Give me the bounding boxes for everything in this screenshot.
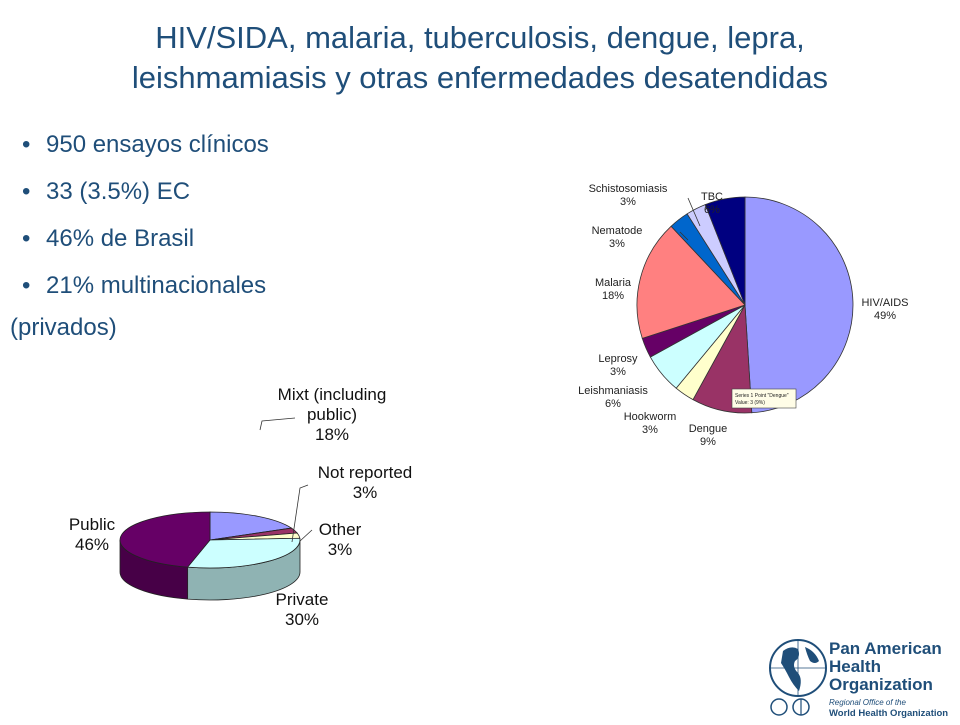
title-line-2: leishmamiasis y otras enfermedades desat… bbox=[131, 60, 829, 95]
chart-tooltip: Series 1 Point "Dengue"Value: 3 (9%) bbox=[731, 388, 797, 409]
bullet-text: 46% de Brasil bbox=[46, 225, 195, 252]
slice-label-mixt-including-public: Mixt (including bbox=[278, 385, 387, 404]
slice-pct-not-reported: 3% bbox=[353, 483, 378, 502]
bullet-text: 950 ensayos clínicos bbox=[46, 131, 269, 158]
slice-pct-nematode: 3% bbox=[609, 238, 625, 250]
slice-label-not-reported: Not reported bbox=[318, 463, 413, 482]
bullet-continuation: (privados) bbox=[10, 314, 117, 341]
leader-line bbox=[291, 484, 309, 543]
pie-slice-mixt-including-public bbox=[209, 511, 293, 541]
slice-label-mixt-including-public: public) bbox=[307, 405, 357, 424]
slice-pct-other: 3% bbox=[328, 540, 353, 559]
paho-logo: Pan American Health Organization Regiona… bbox=[765, 635, 960, 720]
pie-slice-hiv-aids bbox=[744, 196, 854, 414]
slice-label-hookworm: Hookworm bbox=[624, 411, 677, 423]
slice-pct-mixt-including-public: 18% bbox=[315, 425, 349, 444]
slice-pct-public: 46% bbox=[75, 535, 109, 554]
globe-logo-icon: Pan American Health Organization Regiona… bbox=[769, 639, 948, 719]
logo-sub1: Regional Office of the bbox=[829, 698, 906, 707]
slice-pct-leishmaniasis: 6% bbox=[605, 398, 621, 410]
pie-slice-tbc bbox=[704, 196, 746, 306]
tooltip-line: Value: 3 (9%) bbox=[735, 400, 765, 406]
logo-line2: Health bbox=[829, 657, 881, 676]
slice-label-hiv-aids: HIV/AIDS bbox=[861, 297, 908, 309]
slice-label-schistosomiasis: Schistosomiasis bbox=[589, 183, 668, 195]
slice-label-malaria: Malaria bbox=[595, 277, 632, 289]
pie-slice-public bbox=[119, 511, 211, 568]
bullet-item: • 46% de Brasil bbox=[22, 222, 269, 269]
logo-line3: Organization bbox=[829, 675, 933, 694]
bullet-dot: • bbox=[22, 178, 31, 205]
slice-label-leprosy: Leprosy bbox=[598, 353, 638, 365]
tooltip-line: Series 1 Point "Dengue" bbox=[735, 393, 789, 399]
bullet-item: • 33 (3.5%) EC bbox=[22, 175, 269, 222]
leader-line bbox=[687, 197, 701, 227]
bullet-list: • 950 ensayos clínicos • 33 (3.5%) EC • 46%… bbox=[22, 128, 269, 316]
logo-sub2: World Health Organization bbox=[829, 708, 948, 719]
slice-label-nematode: Nematode bbox=[592, 225, 643, 237]
slice-pct-hiv-aids: 49% bbox=[874, 310, 896, 322]
slice-pct-leprosy: 3% bbox=[610, 366, 626, 378]
slice-pct-dengue: 9% bbox=[700, 436, 716, 448]
bullet-dot: • bbox=[22, 131, 31, 158]
title-line-1: HIV/SIDA, malaria, tuberculosis, dengue,… bbox=[155, 20, 805, 55]
bullet-item: • 21% multinacionales bbox=[22, 269, 269, 316]
slice-label-tbc: TBC bbox=[701, 191, 723, 203]
slice-label-dengue: Dengue bbox=[689, 423, 728, 435]
logo-line1: Pan American bbox=[829, 639, 942, 658]
slice-pct-tbc: 6% bbox=[704, 204, 720, 216]
slice-pct-schistosomiasis: 3% bbox=[620, 196, 636, 208]
leader-line bbox=[679, 231, 689, 241]
slice-pct-malaria: 18% bbox=[602, 290, 624, 302]
pie-slice-private bbox=[186, 537, 301, 569]
bullet-text: 33 (3.5%) EC bbox=[46, 178, 191, 205]
disease-pie-chart: HIV/AIDS49%Dengue9%Hookworm3%Leishmanias… bbox=[578, 183, 908, 448]
bullet-item: • 950 ensayos clínicos bbox=[22, 128, 269, 175]
leader-line bbox=[299, 529, 313, 542]
slice-label-leishmaniasis: Leishmaniasis bbox=[578, 385, 648, 397]
leader-line bbox=[259, 417, 296, 431]
slice-label-other: Other bbox=[319, 520, 362, 539]
pie-slice-malaria bbox=[636, 225, 746, 339]
bullet-text: 21% multinacionales bbox=[46, 272, 267, 299]
bullet-dot: • bbox=[22, 272, 31, 299]
slice-label-private: Private bbox=[276, 590, 329, 609]
slice-pct-private: 30% bbox=[285, 610, 319, 629]
slide-title: HIV/SIDA, malaria, tuberculosis, dengue,… bbox=[0, 18, 960, 98]
slice-label-public: Public bbox=[69, 515, 116, 534]
slice-pct-hookworm: 3% bbox=[642, 424, 658, 436]
bullet-dot: • bbox=[22, 225, 31, 252]
